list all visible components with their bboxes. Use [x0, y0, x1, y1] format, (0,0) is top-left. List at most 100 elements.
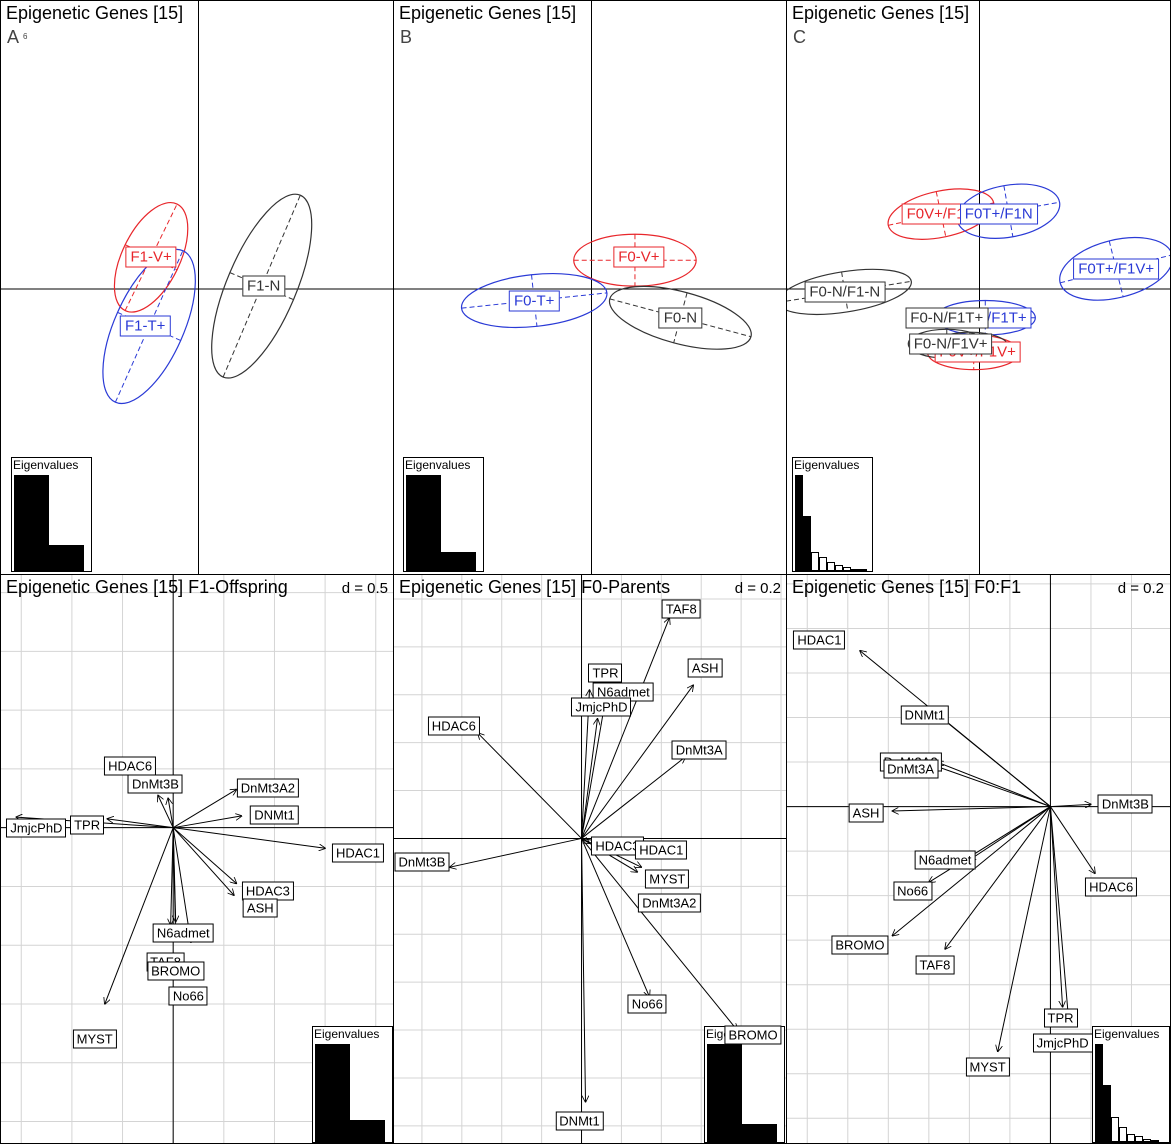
panel-c: Epigenetic Genes [15] C Eigenvalues F0V+… — [786, 0, 1171, 576]
arrow-tpr — [1049, 806, 1062, 1007]
group-label-f0-n-f1t: F0-N/F1T+ — [905, 307, 989, 329]
eigenvalue-bar — [14, 475, 49, 571]
eigenvalues-title: Eigenvalues — [794, 458, 860, 472]
arrow-hdac3 — [172, 827, 236, 884]
eigenvalue-bar — [827, 562, 835, 571]
arrow-dnmt1 — [581, 838, 586, 1101]
eigenvalue-bar — [1119, 1127, 1127, 1142]
eigenvalue-bar — [49, 545, 84, 571]
eigenvalue-bar — [315, 1044, 350, 1142]
loading-label-dnmt3a2: DnMt3A2 — [236, 778, 299, 798]
eigenvalue-bar — [1103, 1085, 1111, 1142]
eigenvalue-bar — [441, 552, 476, 571]
loading-label-n6admet: N6admet — [914, 850, 976, 870]
panel-b: Epigenetic Genes [15] B Eigenvalues F0-V… — [393, 0, 788, 576]
eigenvalue-bar — [843, 567, 851, 571]
arrow-myst — [105, 827, 174, 1004]
loading-label-hdac1: HDAC1 — [331, 843, 385, 863]
loading-label-dnmt3b: DnMt3B — [127, 774, 183, 794]
loading-label-tpr: TPR — [70, 815, 105, 835]
group-label-f0-n-f1-n: F0-N/F1-N — [804, 281, 886, 303]
eigenvalues-inset: Eigenvalues — [312, 1026, 393, 1143]
loading-label-hdac6: HDAC6 — [104, 756, 157, 776]
loading-label-hdac3: HDAC3 — [591, 836, 644, 856]
loading-label-myst: MYST — [72, 1029, 117, 1049]
eigenvalue-bar — [1151, 1140, 1159, 1142]
scale-label: d = 0.5 — [341, 580, 388, 597]
loading-label-bromo: BROMO — [831, 935, 889, 955]
loading-label-no66: No66 — [627, 994, 667, 1014]
group-label-f0-n: F0-N — [658, 307, 703, 329]
arrow-dnmt3a — [937, 766, 1051, 808]
eigenvalue-bar — [350, 1120, 385, 1142]
loading-label-myst: MYST — [645, 869, 690, 889]
eigenvalue-bar — [1135, 1136, 1143, 1142]
eigenvalue-bar — [811, 552, 819, 571]
panel-a: Epigenetic Genes [15] A 6 Eigenvalues F1… — [0, 0, 395, 576]
panel-letter: B — [400, 27, 413, 47]
eigenvalue-bar — [1127, 1134, 1135, 1142]
eigenvalue-bar — [1143, 1139, 1151, 1142]
loading-label-ash: ASH — [848, 803, 884, 823]
arrow-dnmt3a2 — [937, 762, 1051, 808]
eigenvalue-bar — [707, 1044, 742, 1142]
eigenvalue-bars — [1095, 1044, 1167, 1142]
arrow-no66 — [929, 806, 1051, 883]
eigenvalue-bar — [859, 569, 867, 571]
arrow-hdac1 — [173, 827, 325, 849]
arrow-dnmt3a2 — [172, 789, 236, 829]
arrow-bromo — [173, 827, 176, 940]
panel-e-plot — [394, 575, 787, 1143]
loading-label-hdac1: HDAC1 — [635, 840, 688, 860]
loading-label-myst: MYST — [965, 1057, 1010, 1077]
panel-f: Epigenetic Genes [15] F0:F1 d = 0.2 Eige… — [786, 574, 1171, 1144]
scale-label: d = 0.2 — [734, 580, 781, 597]
arrow-taf8 — [581, 618, 670, 839]
panel-e: Epigenetic Genes [15] F0-Parents d = 0.2… — [393, 574, 788, 1144]
arrow-bromo — [892, 806, 1051, 936]
arrow-jmjcphd — [1049, 806, 1068, 1021]
loading-label-no66: No66 — [893, 881, 933, 901]
loading-label-taf8: TAF8 — [661, 599, 701, 619]
loading-label-jmjcphd: JmjcPhD — [6, 818, 67, 838]
arrow-jmjcphd — [581, 719, 598, 839]
loading-label-bromo: BROMO — [724, 1025, 782, 1045]
arrow-dnmt3b — [450, 837, 582, 867]
eigenvalue-bars — [315, 1044, 390, 1142]
eigenvalue-bar — [742, 1124, 777, 1142]
eigenvalue-bar — [851, 569, 859, 571]
eigenvalue-bars — [14, 475, 89, 571]
panel-title: Epigenetic Genes [15] F0-Parents — [399, 577, 671, 597]
loading-label-dnmt3b: DnMt3B — [394, 852, 450, 872]
loading-label-dnmt3a: DnMt3A — [671, 740, 727, 760]
arrow-dnmt3a — [581, 757, 686, 839]
eigenvalue-bars — [795, 475, 870, 571]
arrow-no66 — [172, 827, 191, 943]
eigenvalues-title: Eigenvalues — [13, 458, 79, 472]
loading-label-dnmt3b: DnMt3B — [1097, 794, 1153, 814]
eigenvalue-bar — [835, 565, 843, 571]
arrow-hdac6 — [158, 795, 174, 828]
eigenvalue-bars — [406, 475, 481, 571]
arrow-no66 — [581, 838, 650, 996]
eigenvalue-bar — [406, 475, 441, 571]
loading-label-ash: ASH — [687, 658, 723, 678]
arrow-tpr — [107, 819, 174, 829]
eigenvalue-bar — [803, 516, 811, 571]
panel-d-plot — [1, 575, 394, 1143]
panel-b-plot — [394, 1, 787, 575]
arrow-hdac6 — [1050, 806, 1095, 874]
panel-title: Epigenetic Genes [15] — [6, 3, 184, 23]
eigenvalue-bar — [1111, 1117, 1119, 1142]
arrow-bromo — [581, 838, 738, 1030]
loading-label-n6admet: N6admet — [593, 682, 654, 702]
loading-label-dnmt1: DNMt1 — [250, 805, 299, 825]
grid — [394, 575, 787, 1143]
panel-title: Epigenetic Genes [15] — [792, 3, 970, 23]
eigenvalues-inset: Eigenvalues — [403, 457, 484, 572]
loading-label-tpr: TPR — [588, 663, 623, 683]
loading-label-dnmt1: DNMt1 — [900, 705, 950, 725]
panel-title: Epigenetic Genes [15] F1-Offspring — [6, 577, 288, 597]
scale-label: d = 0.2 — [1117, 580, 1164, 597]
panel-d: Epigenetic Genes [15] F1-Offspring d = 0… — [0, 574, 395, 1144]
